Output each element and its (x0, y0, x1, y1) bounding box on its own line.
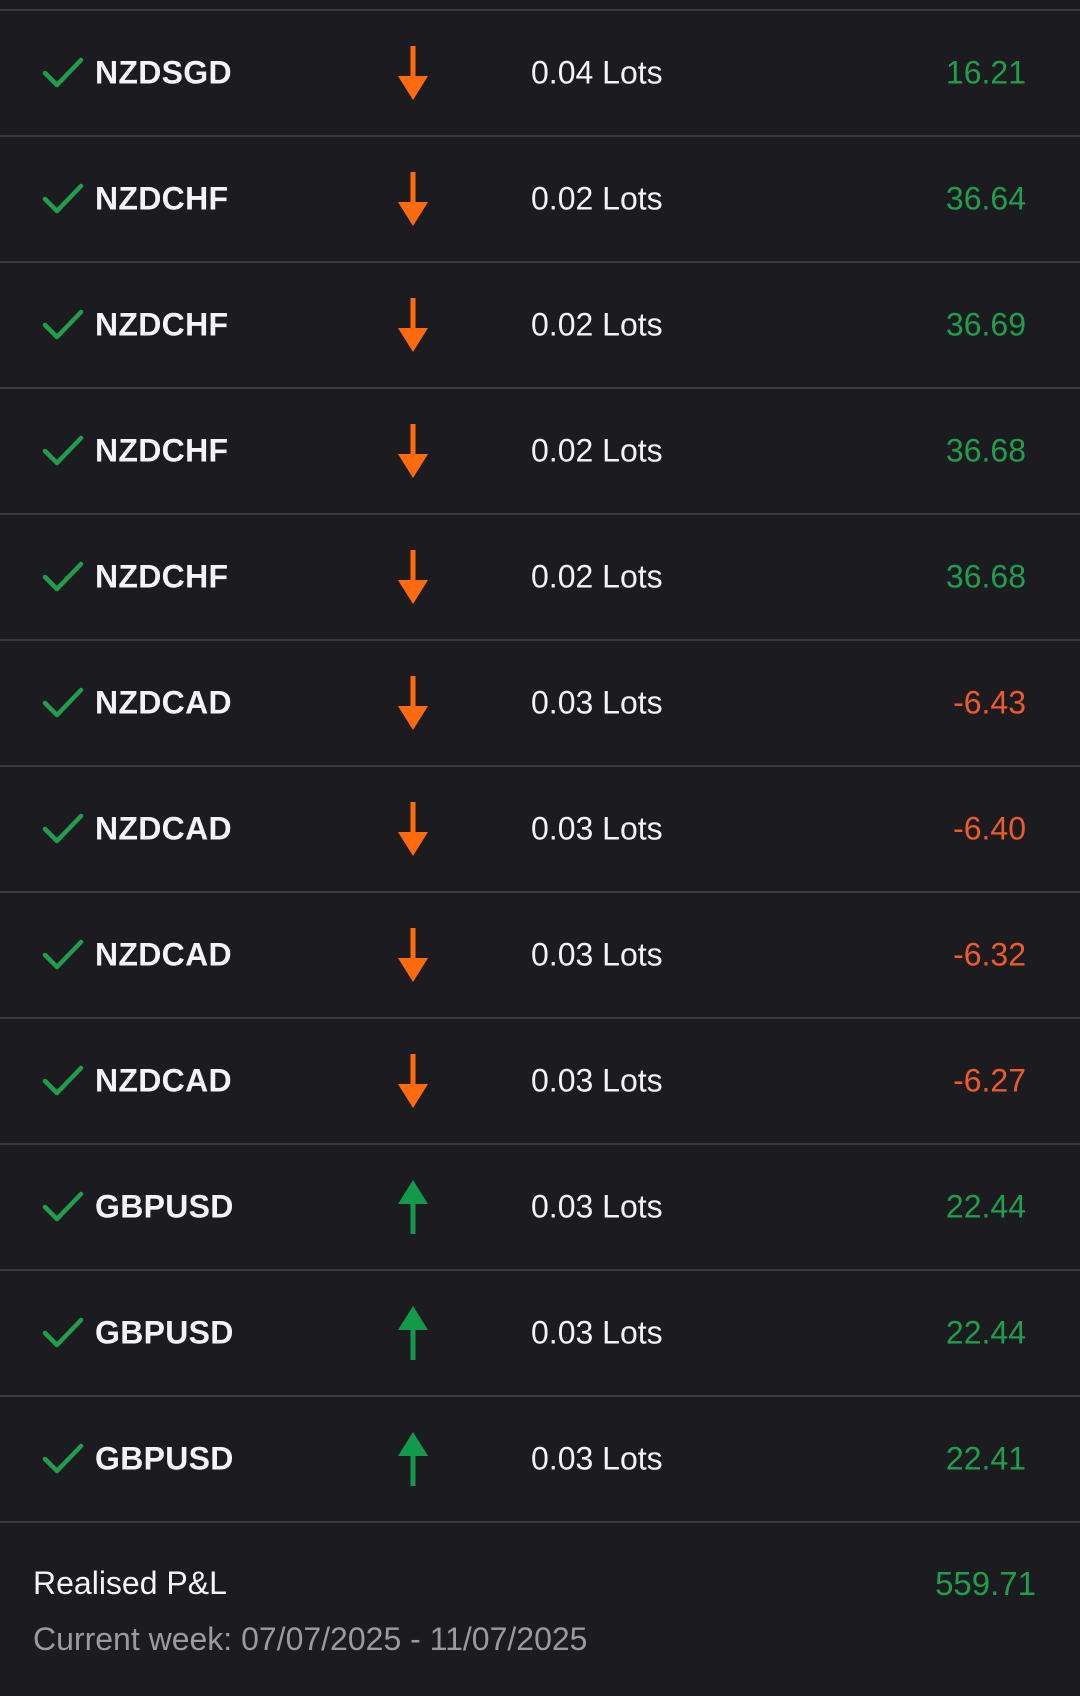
trade-symbol: NZDCAD (95, 684, 232, 721)
trade-lots: 0.02 Lots (531, 306, 663, 343)
trade-lots: 0.03 Lots (531, 1314, 663, 1351)
realised-pnl-summary: Realised P&L 559.71 Current week: 07/07/… (0, 1525, 1080, 1696)
trade-pnl: 22.44 (945, 1314, 1026, 1351)
trade-symbol: NZDCHF (95, 180, 229, 217)
checkmark-icon (42, 57, 84, 88)
trade-lots: 0.02 Lots (531, 432, 663, 469)
realised-pnl-label: Realised P&L (33, 1565, 227, 1601)
trade-row[interactable]: NZDCAD 0.03 Lots -6.40 (0, 767, 1080, 893)
arrow-down-icon (398, 46, 428, 100)
trade-lots: 0.03 Lots (531, 936, 663, 973)
checkmark-icon (42, 183, 84, 214)
trade-symbol: GBPUSD (95, 1314, 234, 1351)
trade-row[interactable]: NZDCHF 0.02 Lots 36.68 (0, 515, 1080, 641)
trade-pnl: 36.64 (945, 180, 1026, 217)
divider (0, 0, 1080, 11)
arrow-up-icon (398, 1432, 428, 1486)
trade-lots: 0.03 Lots (531, 1188, 663, 1225)
arrow-up-icon (398, 1180, 428, 1234)
closed-trades-list: NZDSGD 0.04 Lots 16.21 NZDCHF 0.02 Lots 36.64… (0, 0, 1080, 1523)
trade-row[interactable]: NZDCAD 0.03 Lots -6.32 (0, 893, 1080, 1019)
checkmark-icon (42, 435, 84, 466)
arrow-down-icon (398, 298, 428, 352)
trade-row[interactable]: GBPUSD 0.03 Lots 22.44 (0, 1271, 1080, 1397)
trade-rows: NZDSGD 0.04 Lots 16.21 NZDCHF 0.02 Lots 36.64… (0, 11, 1080, 1523)
trade-symbol: NZDCHF (95, 558, 229, 595)
current-week-range: Current week: 07/07/2025 - 11/07/2025 (33, 1621, 588, 1657)
trade-symbol: NZDCAD (95, 936, 232, 973)
trade-lots: 0.02 Lots (531, 180, 663, 217)
trade-row[interactable]: GBPUSD 0.03 Lots 22.41 (0, 1397, 1080, 1523)
arrow-down-icon (398, 802, 428, 856)
trade-pnl: -6.43 (953, 684, 1026, 721)
trade-lots: 0.03 Lots (531, 810, 663, 847)
trade-symbol: NZDCAD (95, 1062, 232, 1099)
checkmark-icon (42, 1443, 84, 1474)
trade-pnl: 22.44 (945, 1188, 1026, 1225)
trade-symbol: GBPUSD (95, 1188, 234, 1225)
arrow-down-icon (398, 424, 428, 478)
trade-row[interactable]: NZDCHF 0.02 Lots 36.64 (0, 137, 1080, 263)
trade-symbol: NZDCHF (95, 306, 229, 343)
trade-pnl: 16.21 (945, 54, 1026, 91)
trade-pnl: -6.40 (953, 810, 1026, 847)
arrow-down-icon (398, 172, 428, 226)
checkmark-icon (42, 561, 84, 592)
trade-lots: 0.03 Lots (531, 1440, 663, 1477)
trade-pnl: -6.32 (953, 936, 1026, 973)
trade-lots: 0.03 Lots (531, 1062, 663, 1099)
arrow-down-icon (398, 928, 428, 982)
trade-symbol: NZDSGD (95, 54, 232, 91)
arrow-down-icon (398, 1054, 428, 1108)
trade-symbol: GBPUSD (95, 1440, 234, 1477)
arrow-up-icon (398, 1306, 428, 1360)
trade-row[interactable]: NZDSGD 0.04 Lots 16.21 (0, 11, 1080, 137)
trade-lots: 0.04 Lots (531, 54, 663, 91)
checkmark-icon (42, 687, 84, 718)
trade-pnl: 22.41 (945, 1440, 1026, 1477)
arrow-down-icon (398, 676, 428, 730)
trade-lots: 0.03 Lots (531, 684, 663, 721)
checkmark-icon (42, 1191, 84, 1222)
trade-row[interactable]: NZDCAD 0.03 Lots -6.27 (0, 1019, 1080, 1145)
trade-symbol: NZDCHF (95, 432, 229, 469)
realised-pnl-total: 559.71 (935, 1565, 1036, 1602)
checkmark-icon (42, 309, 84, 340)
checkmark-icon (42, 939, 84, 970)
trade-pnl: 36.68 (945, 432, 1026, 469)
trade-row[interactable]: NZDCHF 0.02 Lots 36.69 (0, 263, 1080, 389)
checkmark-icon (42, 1065, 84, 1096)
trade-symbol: NZDCAD (95, 810, 232, 847)
trade-row[interactable]: NZDCHF 0.02 Lots 36.68 (0, 389, 1080, 515)
checkmark-icon (42, 813, 84, 844)
arrow-down-icon (398, 550, 428, 604)
trade-pnl: 36.69 (945, 306, 1026, 343)
trade-lots: 0.02 Lots (531, 558, 663, 595)
trade-pnl: -6.27 (953, 1062, 1026, 1099)
trade-pnl: 36.68 (945, 558, 1026, 595)
trade-row[interactable]: NZDCAD 0.03 Lots -6.43 (0, 641, 1080, 767)
checkmark-icon (42, 1317, 84, 1348)
trade-row[interactable]: GBPUSD 0.03 Lots 22.44 (0, 1145, 1080, 1271)
